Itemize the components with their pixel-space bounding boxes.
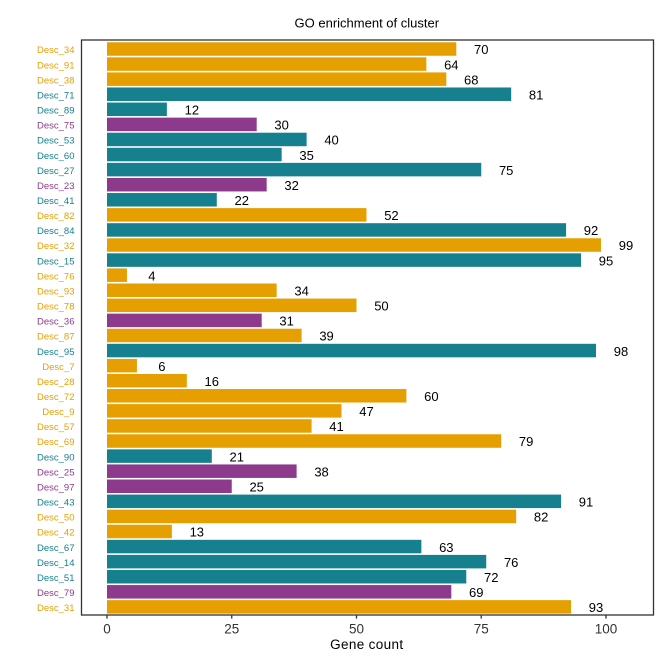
svg-text:Desc_82: Desc_82	[37, 211, 75, 222]
svg-text:Desc_42: Desc_42	[37, 528, 75, 539]
svg-text:12: 12	[185, 103, 199, 118]
svg-text:Desc_32: Desc_32	[37, 241, 75, 252]
svg-text:64: 64	[444, 57, 458, 72]
svg-text:Desc_15: Desc_15	[37, 256, 75, 267]
svg-text:Desc_51: Desc_51	[37, 573, 75, 584]
svg-text:25: 25	[249, 479, 263, 494]
svg-text:92: 92	[584, 223, 598, 238]
svg-text:Desc_84: Desc_84	[37, 226, 75, 237]
svg-text:40: 40	[324, 133, 338, 148]
svg-text:16: 16	[205, 374, 219, 389]
svg-text:Desc_57: Desc_57	[37, 422, 75, 433]
svg-text:Desc_34: Desc_34	[37, 45, 75, 56]
svg-text:Desc_97: Desc_97	[37, 482, 75, 493]
svg-text:34: 34	[294, 283, 308, 298]
svg-text:68: 68	[464, 72, 478, 87]
svg-text:95: 95	[599, 253, 613, 268]
svg-text:30: 30	[274, 118, 288, 133]
svg-text:75: 75	[499, 163, 513, 178]
svg-text:Desc_43: Desc_43	[37, 498, 75, 509]
svg-text:Desc_23: Desc_23	[37, 181, 75, 192]
svg-text:Desc_28: Desc_28	[37, 377, 75, 388]
svg-text:GO enrichment of cluster: GO enrichment of cluster	[295, 15, 440, 30]
svg-text:47: 47	[359, 404, 373, 419]
svg-text:22: 22	[234, 193, 248, 208]
svg-text:41: 41	[329, 419, 343, 434]
svg-text:35: 35	[299, 148, 313, 163]
svg-text:Desc_67: Desc_67	[37, 543, 75, 554]
svg-text:100: 100	[595, 621, 618, 636]
svg-text:76: 76	[504, 555, 518, 570]
svg-text:6: 6	[158, 359, 165, 374]
svg-text:32: 32	[284, 178, 298, 193]
svg-text:81: 81	[529, 87, 543, 102]
svg-text:Desc_9: Desc_9	[42, 407, 74, 418]
svg-text:13: 13	[190, 525, 204, 540]
svg-text:21: 21	[230, 449, 244, 464]
svg-text:Desc_93: Desc_93	[37, 286, 75, 297]
svg-text:Desc_25: Desc_25	[37, 467, 75, 478]
svg-text:50: 50	[374, 299, 388, 314]
svg-text:31: 31	[279, 314, 293, 329]
svg-text:Desc_36: Desc_36	[37, 317, 75, 328]
svg-text:60: 60	[424, 389, 438, 404]
svg-text:Desc_78: Desc_78	[37, 302, 75, 313]
svg-text:Desc_79: Desc_79	[37, 588, 75, 599]
svg-text:Desc_60: Desc_60	[37, 151, 75, 162]
svg-text:39: 39	[319, 329, 333, 344]
svg-text:Desc_91: Desc_91	[37, 60, 75, 71]
svg-text:Desc_50: Desc_50	[37, 513, 75, 524]
svg-text:Desc_7: Desc_7	[42, 362, 74, 373]
svg-text:Desc_38: Desc_38	[37, 75, 75, 86]
svg-text:4: 4	[148, 268, 155, 283]
svg-text:75: 75	[474, 621, 489, 636]
svg-text:Desc_53: Desc_53	[37, 136, 75, 147]
svg-text:0: 0	[103, 621, 111, 636]
svg-text:98: 98	[614, 344, 628, 359]
svg-text:25: 25	[224, 621, 239, 636]
svg-text:Desc_89: Desc_89	[37, 106, 75, 117]
svg-text:69: 69	[469, 585, 483, 600]
svg-text:63: 63	[439, 540, 453, 555]
svg-text:Desc_71: Desc_71	[37, 90, 75, 101]
svg-text:Desc_72: Desc_72	[37, 392, 75, 403]
svg-text:Desc_14: Desc_14	[37, 558, 75, 569]
svg-text:93: 93	[589, 600, 603, 615]
svg-text:91: 91	[579, 495, 593, 510]
svg-text:Desc_90: Desc_90	[37, 452, 75, 463]
svg-text:Desc_41: Desc_41	[37, 196, 75, 207]
svg-text:99: 99	[619, 238, 633, 253]
svg-text:Desc_31: Desc_31	[37, 603, 75, 614]
svg-text:Desc_76: Desc_76	[37, 271, 75, 282]
svg-text:82: 82	[534, 510, 548, 525]
svg-text:50: 50	[349, 621, 364, 636]
svg-text:Desc_87: Desc_87	[37, 332, 75, 343]
svg-text:38: 38	[314, 464, 328, 479]
svg-text:Desc_95: Desc_95	[37, 347, 75, 358]
svg-text:Desc_75: Desc_75	[37, 121, 75, 132]
svg-text:Gene count: Gene count	[330, 637, 403, 652]
svg-text:52: 52	[384, 208, 398, 223]
svg-text:72: 72	[484, 570, 498, 585]
svg-text:Desc_69: Desc_69	[37, 437, 75, 448]
svg-text:70: 70	[474, 42, 488, 57]
svg-text:79: 79	[519, 434, 533, 449]
svg-text:Desc_27: Desc_27	[37, 166, 75, 177]
